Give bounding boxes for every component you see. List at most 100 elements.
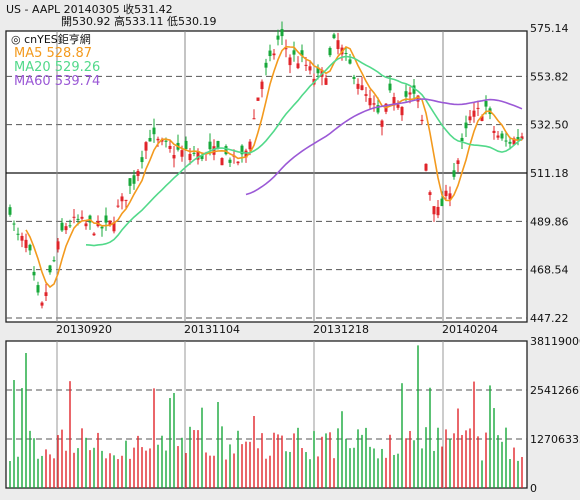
candle-body	[400, 106, 404, 116]
candle-body	[256, 97, 260, 101]
volume-tick-label: 38119000	[530, 335, 580, 348]
candle-body	[468, 116, 472, 121]
candle-body	[80, 216, 84, 219]
price-tick-label: 447.22	[530, 312, 569, 325]
candle-body	[480, 116, 484, 122]
candle-body	[392, 97, 396, 106]
candle-body	[516, 136, 520, 140]
candle-body	[452, 170, 456, 177]
candle-body	[196, 151, 200, 160]
legend-ma60: MA60 539.74	[14, 74, 100, 89]
candle-body	[152, 127, 156, 135]
candle-body	[408, 92, 412, 95]
candle-body	[504, 140, 508, 142]
volume-axis-ticks: 38119000 25412667 12706333 0	[530, 335, 580, 495]
candle-body	[268, 50, 272, 57]
candle-body	[300, 50, 304, 56]
candle-body	[160, 139, 164, 142]
candle-body	[396, 104, 400, 108]
candle-body	[212, 146, 216, 155]
candle-body	[264, 62, 268, 68]
price-tick-label: 468.54	[530, 264, 569, 277]
date-axis-ticks: 20130920 20131104 20131218 20140204	[56, 323, 498, 336]
candle-body	[180, 150, 184, 157]
candle-body	[24, 239, 28, 248]
candle-body	[156, 138, 160, 141]
candle-body	[16, 233, 20, 235]
candle-body	[416, 95, 420, 102]
candle-body	[352, 76, 356, 79]
candle-body	[248, 141, 252, 150]
volume-tick-label: 25412667	[530, 384, 580, 397]
candle-body	[368, 98, 372, 106]
date-tick-label: 20130920	[56, 323, 112, 336]
candle-body	[56, 241, 60, 250]
candle-body	[444, 190, 448, 197]
candle-body	[192, 152, 196, 154]
price-gridlines	[6, 31, 527, 322]
candle-body	[128, 178, 132, 186]
candle-body	[276, 35, 280, 40]
candle-body	[68, 225, 72, 227]
candle-body	[188, 154, 192, 161]
ma60-line	[245, 98, 523, 196]
price-tick-label: 575.14	[530, 22, 569, 35]
candle-body	[512, 138, 516, 145]
candlesticks	[8, 21, 524, 309]
candle-body	[148, 137, 152, 142]
candle-body	[376, 105, 380, 113]
candle-body	[356, 83, 360, 89]
brand-logo-text: ◎ cnYES鉅亨網	[11, 32, 91, 46]
price-tick-label: 553.82	[530, 70, 569, 83]
candle-body	[136, 170, 140, 176]
price-tick-label: 489.86	[530, 215, 569, 228]
candle-body	[108, 220, 112, 225]
candle-body	[172, 154, 176, 159]
candle-body	[240, 145, 244, 155]
candle-body	[292, 50, 296, 55]
candle-body	[144, 142, 148, 151]
volume-tick-label: 0	[530, 482, 537, 495]
candle-body	[92, 233, 96, 236]
candle-body	[112, 222, 116, 232]
moving-average-lines	[25, 45, 523, 289]
candle-body	[260, 81, 264, 90]
legend-ma20: MA20 529.26	[14, 60, 100, 75]
candle-body	[472, 110, 476, 117]
candle-body	[284, 48, 288, 50]
candle-body	[372, 103, 376, 105]
price-tick-label: 532.50	[530, 119, 569, 132]
legend-ma5: MA5 528.87	[14, 46, 92, 61]
date-tick-label: 20131218	[313, 323, 369, 336]
candle-body	[216, 141, 220, 149]
candle-body	[20, 235, 24, 241]
candle-body	[104, 215, 108, 223]
candle-body	[280, 29, 284, 37]
price-panel	[5, 30, 528, 323]
header-line-2: 開530.92 高533.11 低530.19	[61, 14, 216, 28]
header-line-1: US - AAPL 20140305 收531.42	[6, 2, 173, 16]
candle-body	[332, 34, 336, 39]
candle-body	[436, 206, 440, 216]
price-tick-label: 511.18	[530, 167, 569, 180]
candle-body	[316, 67, 320, 74]
candle-body	[388, 83, 392, 91]
candle-body	[360, 85, 364, 90]
candle-body	[120, 196, 124, 202]
candle-body	[508, 141, 512, 144]
candle-body	[476, 107, 480, 109]
candle-body	[296, 63, 300, 69]
candle-body	[484, 100, 488, 107]
price-axis-ticks: 575.14 553.82 532.50 511.18 489.86 468.54 447.…	[530, 22, 569, 325]
candle-body	[380, 120, 384, 127]
candle-body	[228, 159, 232, 163]
candle-body	[60, 222, 64, 231]
candle-body	[72, 216, 76, 218]
candle-body	[140, 157, 144, 163]
candle-body	[272, 53, 276, 56]
candle-body	[288, 57, 292, 66]
volume-tick-label: 12706333	[530, 433, 580, 446]
candle-body	[464, 122, 468, 129]
candle-body	[520, 136, 524, 140]
candle-body	[304, 64, 308, 66]
